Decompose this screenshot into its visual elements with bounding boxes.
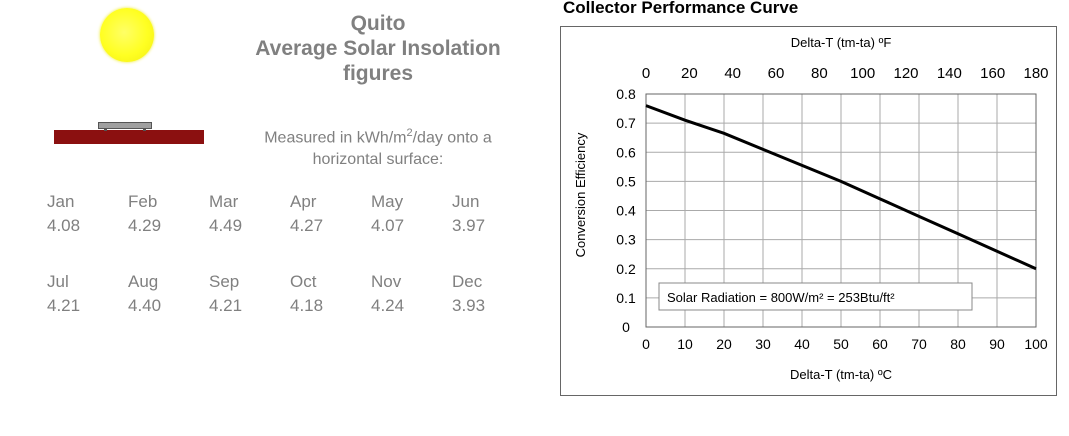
month-value: 4.49	[209, 216, 243, 235]
title-city: Quito	[350, 12, 406, 35]
month-cell-apr: Apr 4.27	[290, 190, 360, 238]
month-name: Sep	[209, 272, 240, 291]
y-tick-label: 0.3	[616, 232, 636, 248]
month-value: 4.27	[290, 216, 324, 235]
x2-tick-label: 180	[1023, 65, 1048, 82]
x-tick-label: 60	[872, 336, 888, 352]
title-line3: figures	[342, 62, 413, 85]
x-tick-label: 10	[677, 336, 693, 352]
annotation-box	[658, 282, 973, 311]
chart-frame	[560, 26, 1057, 396]
x2-axis-label: Delta-T (tm-ta) ºF	[791, 35, 892, 50]
month-cell-oct: Oct 4.18	[290, 270, 360, 318]
y-tick-label: 0.1	[616, 290, 636, 306]
y-tick-label: 0	[622, 319, 630, 335]
month-cell-feb: Feb 4.29	[128, 190, 198, 238]
y-tick-label: 0.8	[616, 86, 636, 102]
collector-leg-left	[104, 129, 107, 131]
month-value: 4.21	[209, 296, 243, 315]
month-value: 4.29	[128, 216, 162, 235]
month-name: Nov	[371, 272, 402, 291]
x-tick-label: 100	[1024, 336, 1048, 352]
month-cell-may: May 4.07	[371, 190, 441, 238]
x2-tick-label: 100	[850, 65, 875, 82]
units-caption: Measured in kWh/m2/day onto a horizontal…	[228, 122, 528, 171]
chart-title: Collector Performance Curve	[563, 0, 799, 17]
insolation-title: Quito Average Solar Insolation figures	[228, 11, 528, 86]
x2-tick-label: 40	[724, 65, 741, 82]
month-cell-aug: Aug 4.40	[128, 270, 198, 318]
annotation-layer: Solar Radiation = 800W/m² = 253Btu/ft²	[658, 282, 973, 311]
x2-tick-label: 60	[768, 65, 785, 82]
x-tick-label: 20	[716, 336, 732, 352]
month-name: Jan	[47, 192, 75, 211]
month-value: 4.07	[371, 216, 405, 235]
x-tick-label: 90	[989, 336, 1005, 352]
x-tick-label: 80	[950, 336, 966, 352]
month-cell-sep: Sep 4.21	[209, 270, 279, 318]
month-name: Feb	[128, 192, 158, 211]
x-tick-label: 70	[911, 336, 927, 352]
x2-tick-label: 160	[980, 65, 1005, 82]
efficiency-curve	[645, 104, 1037, 271]
units-sup: 2	[406, 127, 413, 139]
units-prefix: Measured in kWh/m	[264, 129, 407, 147]
month-name: Apr	[290, 192, 317, 211]
month-name: Jul	[47, 272, 69, 291]
x-tick-label: 0	[642, 336, 650, 352]
y-tick-label: 0.7	[616, 115, 636, 131]
month-name: Aug	[128, 272, 159, 291]
units-line2: horizontal surface:	[312, 151, 444, 169]
y-tick-label: 0.5	[616, 173, 636, 189]
x2-tick-label: 0	[642, 65, 650, 82]
units-line1: Measured in kWh/m2/day onto a	[228, 122, 528, 149]
x2-tick-label: 80	[811, 65, 828, 82]
month-value: 4.40	[128, 296, 162, 315]
axis-layer: 0 10 20 30 40 50 60 70 80 90 100 0 0.1 0.2 0.3 0.4 0.5 0.…	[616, 65, 1048, 352]
month-cell-dec: Dec 3.93	[452, 270, 522, 318]
x-tick-label: 50	[833, 336, 849, 352]
x2-tick-label: 120	[893, 65, 918, 82]
month-value: 4.24	[371, 296, 405, 315]
y-axis-label: Conversion Efficiency	[573, 132, 588, 257]
y-tick-label: 0.2	[616, 261, 636, 277]
month-cell-jun: Jun 3.97	[452, 190, 522, 238]
month-cell-jul: Jul 4.21	[47, 270, 117, 318]
month-name: Jun	[452, 192, 480, 211]
month-value: 3.97	[452, 216, 486, 235]
month-cell-mar: Mar 4.49	[209, 190, 279, 238]
month-name: Dec	[452, 272, 483, 291]
sun-icon	[100, 8, 154, 62]
month-value: 4.18	[290, 296, 324, 315]
month-value: 4.08	[47, 216, 81, 235]
month-name: May	[371, 192, 404, 211]
y-tick-label: 0.4	[616, 203, 636, 219]
x2-tick-label: 20	[681, 65, 698, 82]
roof-ground-icon	[54, 130, 204, 144]
label-layer: Delta-T (tm-ta) ºF Delta-T (tm-ta) ºC Co…	[573, 35, 892, 382]
units-suffix: /day onto a	[412, 129, 492, 147]
x-tick-label: 30	[755, 336, 771, 352]
y-tick-label: 0.6	[616, 144, 636, 160]
x2-tick-label: 140	[937, 65, 962, 82]
series-layer	[645, 104, 1037, 271]
month-value: 4.21	[47, 296, 81, 315]
title-line2: Average Solar Insolation	[255, 37, 501, 60]
month-name: Oct	[290, 272, 317, 291]
month-cell-jan: Jan 4.08	[47, 190, 117, 238]
collector-leg-right	[143, 129, 146, 131]
annotation-text: Solar Radiation = 800W/m² = 253Btu/ft²	[667, 290, 895, 305]
x-axis-label: Delta-T (tm-ta) ºC	[790, 367, 892, 382]
month-cell-nov: Nov 4.24	[371, 270, 441, 318]
x-tick-label: 40	[794, 336, 810, 352]
solar-collector-icon	[98, 122, 152, 129]
plot-frame	[645, 93, 1037, 328]
month-value: 3.93	[452, 296, 486, 315]
month-name: Mar	[209, 192, 239, 211]
